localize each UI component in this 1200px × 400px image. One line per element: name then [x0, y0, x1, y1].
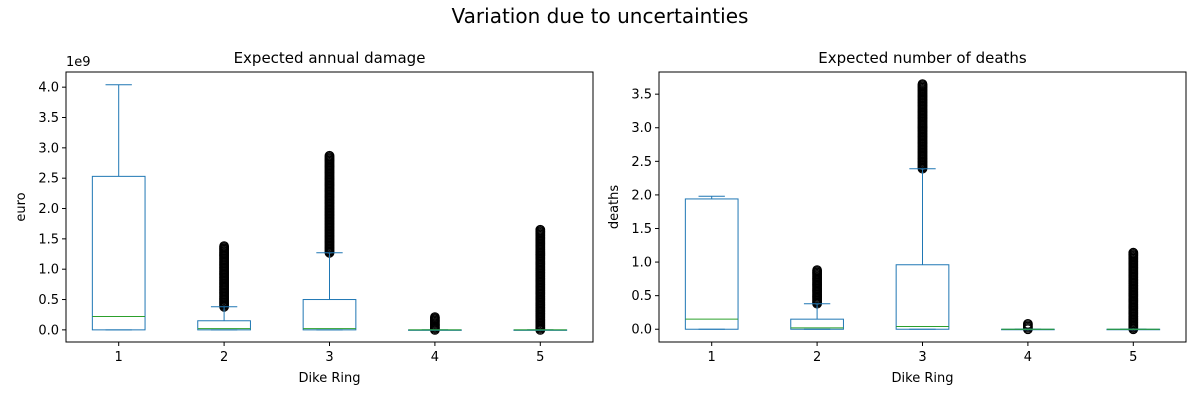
box-iqr: [302, 299, 357, 331]
y-axis-label: deaths: [607, 185, 622, 230]
box-fliers: [1023, 318, 1033, 335]
y-tick-label: 0.5: [38, 293, 59, 308]
box-iqr: [895, 264, 950, 330]
y-tick-label: 2.0: [38, 202, 59, 217]
chart-expected-annual-damage: Expected annual damage 0.0 0.5 1.0 1.5 2.0 2.5…: [14, 49, 594, 386]
box-4: [408, 312, 462, 335]
box-fliers: [812, 265, 822, 309]
y-tick-label: 1.5: [631, 222, 652, 237]
box-1: [684, 195, 739, 330]
y-tick-label: 1.0: [38, 263, 59, 278]
box-2: [790, 265, 844, 330]
box-fliers: [430, 312, 440, 335]
chart-expected-number-of-deaths: Expected number of deaths 0.0 0.5 1.0 1.5 2.0…: [607, 49, 1187, 386]
x-axis-label: Dike Ring: [299, 371, 361, 386]
y-tick-label: 4.0: [38, 81, 59, 96]
panel-title: Expected number of deaths: [818, 49, 1027, 67]
x-tick-label: 4: [1024, 350, 1032, 365]
box-5: [513, 224, 568, 335]
y-tick-label: 3.0: [38, 141, 59, 156]
x-tick-label: 1: [708, 350, 716, 365]
x-axis-label: Dike Ring: [892, 371, 954, 386]
y-tick-label: 2.0: [631, 188, 652, 203]
x-tick-label: 5: [1129, 350, 1137, 365]
y-tick-label: 0.5: [631, 289, 652, 304]
box-iqr: [91, 175, 146, 331]
box-fliers: [219, 241, 230, 312]
y-offset-text: 1e9: [66, 55, 91, 70]
box-iqr: [790, 318, 844, 330]
x-tick-label: 2: [220, 350, 228, 365]
box-iqr: [684, 198, 739, 330]
figure-title: Variation due to uncertainties: [452, 4, 749, 28]
x-tick-label: 3: [325, 350, 333, 365]
x-tick-label: 3: [918, 350, 926, 365]
y-tick-label: 2.5: [38, 172, 59, 187]
box-1: [91, 84, 146, 331]
x-tick-label: 4: [431, 350, 439, 365]
x-tick-label: 2: [813, 350, 821, 365]
box-4: [1001, 318, 1055, 335]
axes-frame: [658, 71, 1187, 343]
box-fliers: [324, 150, 335, 258]
box-iqr: [197, 320, 251, 331]
panel-title: Expected annual damage: [234, 49, 426, 67]
box-fliers: [917, 79, 928, 174]
y-tick-label: 3.5: [631, 88, 652, 103]
box-2: [197, 241, 251, 331]
y-tick-label: 0.0: [38, 323, 59, 338]
y-tick-label: 3.5: [38, 111, 59, 126]
axes-frame: [65, 71, 594, 343]
y-tick-label: 0.0: [631, 323, 652, 338]
box-fliers: [535, 224, 546, 335]
x-tick-label: 1: [115, 350, 123, 365]
box-5: [1106, 247, 1161, 335]
y-axis-label: euro: [14, 192, 29, 221]
y-tick-label: 1.0: [631, 256, 652, 271]
y-tick-label: 1.5: [38, 232, 59, 247]
x-tick-label: 5: [536, 350, 544, 365]
y-tick-label: 2.5: [631, 155, 652, 170]
box-3: [895, 79, 950, 330]
box-3: [302, 150, 357, 331]
y-tick-label: 3.0: [631, 121, 652, 136]
box-fliers: [1128, 247, 1139, 335]
